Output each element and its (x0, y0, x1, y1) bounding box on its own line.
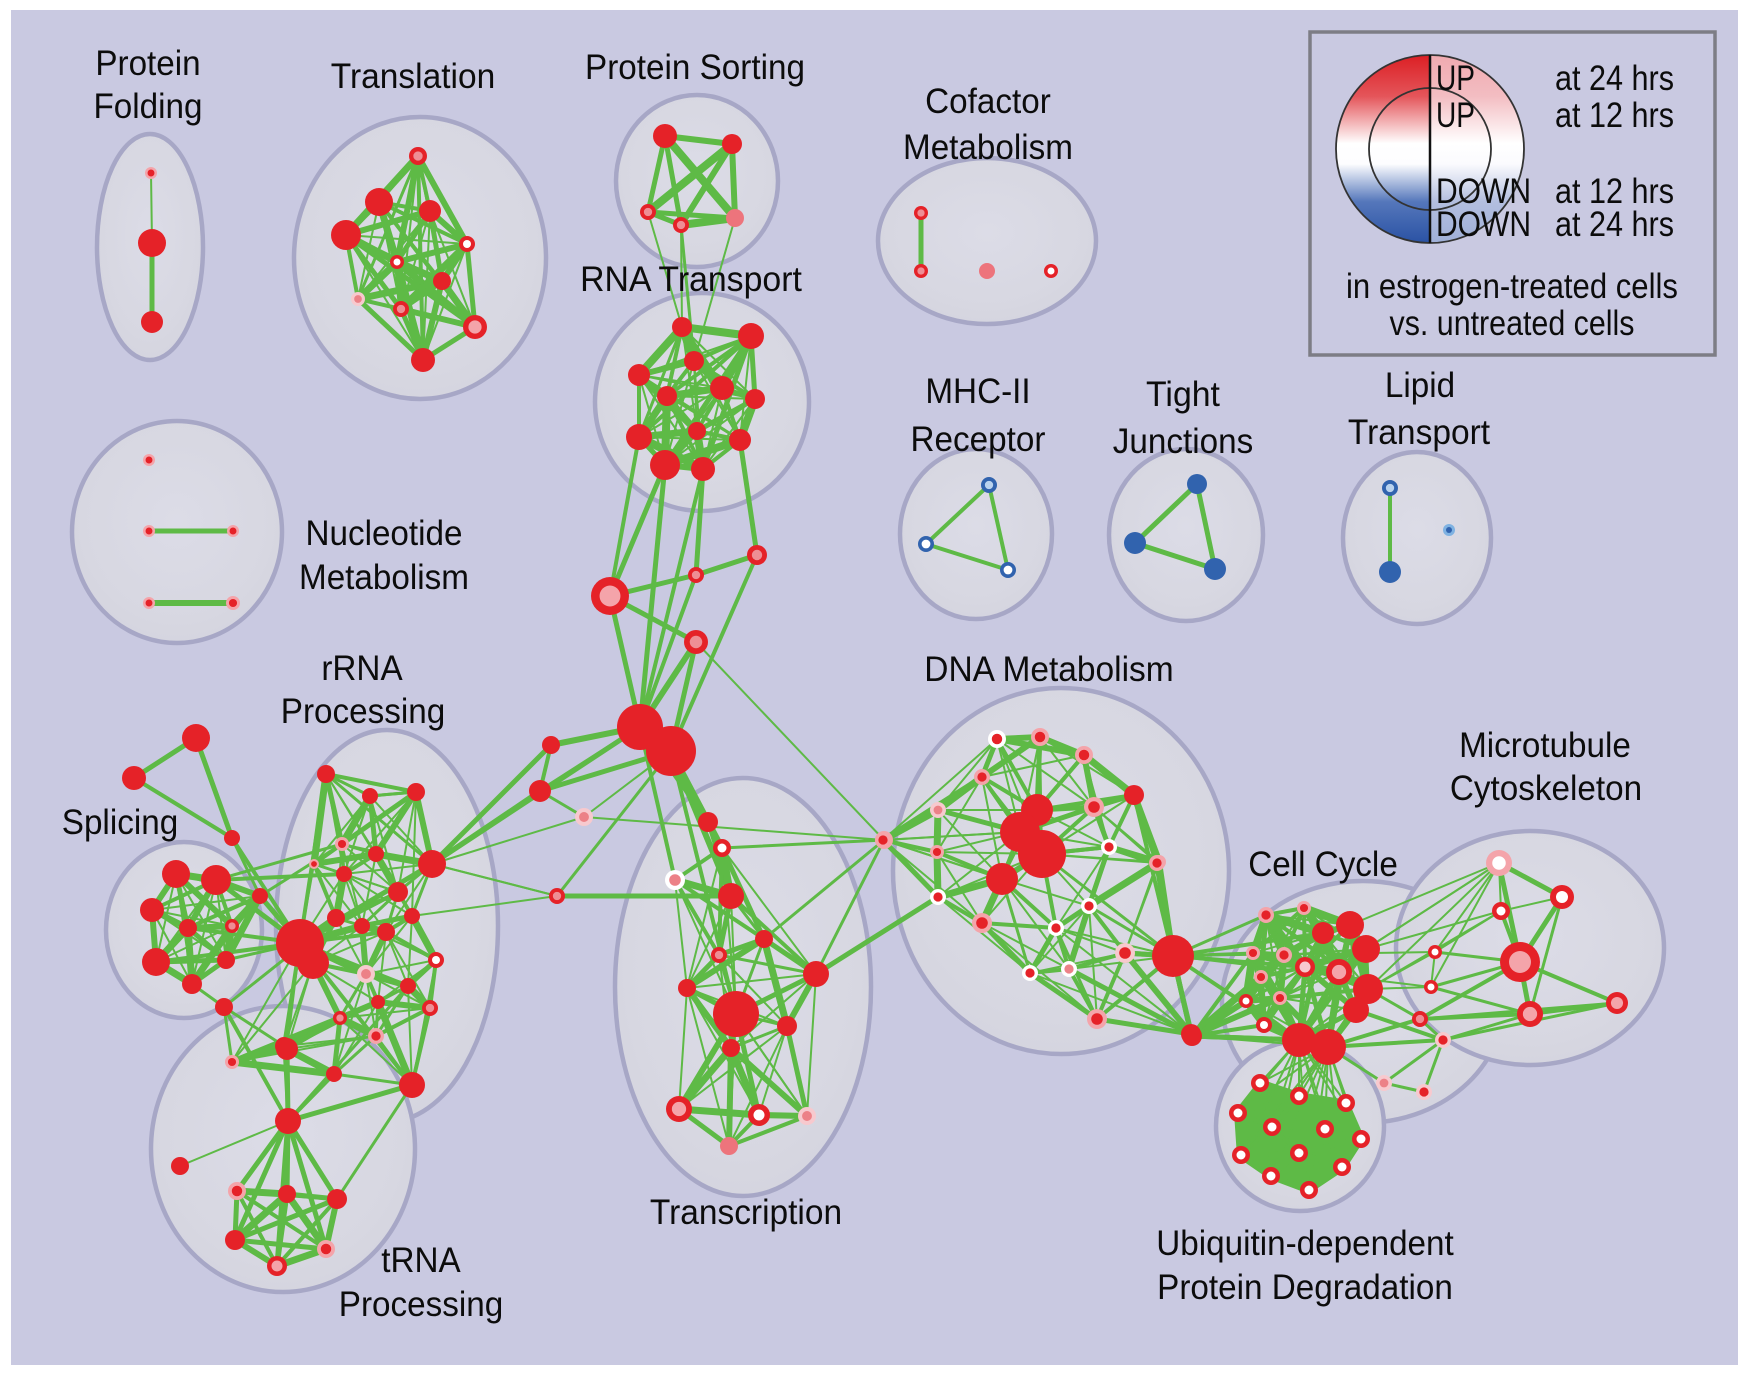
svg-text:UP: UP (1436, 96, 1475, 135)
svg-text:DOWN: DOWN (1436, 205, 1531, 244)
svg-text:MHC-II: MHC-II (925, 372, 1030, 411)
svg-text:Nucleotide: Nucleotide (305, 514, 462, 553)
svg-text:Ubiquitin-dependent: Ubiquitin-dependent (1156, 1224, 1454, 1263)
svg-text:Cytoskeleton: Cytoskeleton (1450, 769, 1642, 808)
svg-text:vs. untreated cells: vs. untreated cells (1390, 304, 1635, 343)
svg-text:RNA Transport: RNA Transport (580, 260, 802, 299)
svg-text:Tight: Tight (1146, 375, 1220, 414)
svg-text:at 12 hrs: at 12 hrs (1555, 172, 1674, 211)
svg-text:Protein Degradation: Protein Degradation (1157, 1268, 1453, 1307)
svg-text:at 24 hrs: at 24 hrs (1555, 59, 1674, 98)
svg-text:DOWN: DOWN (1436, 172, 1531, 211)
svg-text:Folding: Folding (93, 87, 202, 126)
svg-text:at 24 hrs: at 24 hrs (1555, 205, 1674, 244)
svg-text:Junctions: Junctions (1113, 422, 1253, 461)
svg-text:in estrogen-treated cells: in estrogen-treated cells (1346, 267, 1678, 306)
svg-text:Protein Sorting: Protein Sorting (585, 48, 805, 87)
svg-text:Microtubule: Microtubule (1459, 726, 1631, 765)
svg-text:at 12 hrs: at 12 hrs (1555, 96, 1674, 135)
svg-text:UP: UP (1436, 59, 1475, 98)
svg-text:Cofactor: Cofactor (925, 82, 1051, 121)
svg-text:Transcription: Transcription (650, 1193, 842, 1232)
svg-text:DNA Metabolism: DNA Metabolism (924, 650, 1173, 689)
svg-text:Metabolism: Metabolism (299, 558, 469, 597)
svg-text:rRNA: rRNA (321, 649, 403, 688)
svg-text:tRNA: tRNA (381, 1241, 461, 1280)
svg-text:Cell Cycle: Cell Cycle (1248, 845, 1398, 884)
svg-text:Splicing: Splicing (62, 803, 178, 842)
svg-text:Translation: Translation (331, 57, 495, 96)
svg-text:Processing: Processing (281, 692, 445, 731)
svg-text:Processing: Processing (339, 1285, 503, 1324)
svg-text:Protein: Protein (95, 44, 200, 83)
svg-text:Metabolism: Metabolism (903, 128, 1073, 167)
svg-text:Lipid: Lipid (1385, 366, 1455, 405)
svg-text:Transport: Transport (1348, 413, 1491, 452)
svg-text:Receptor: Receptor (911, 420, 1046, 459)
